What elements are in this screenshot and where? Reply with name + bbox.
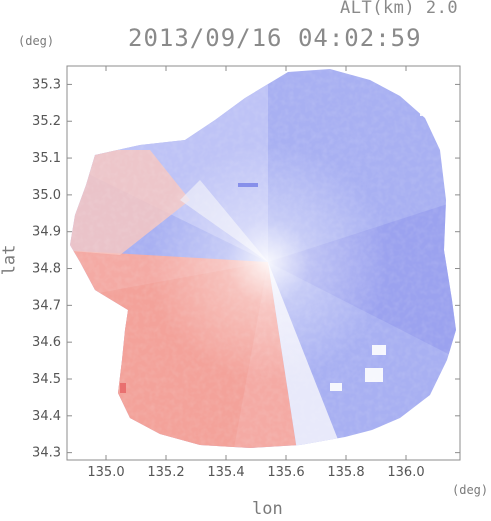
altitude-label: ALT(km) 2.0 — [340, 0, 459, 18]
x-tick-label: 135.4 — [207, 465, 244, 480]
x-tick-label: 135.8 — [327, 465, 364, 480]
y-tick-label: 34.8 — [32, 262, 61, 277]
y-tick-label: 34.5 — [32, 372, 61, 387]
x-tick-label: 135.0 — [87, 465, 124, 480]
y-axis-unit: (deg) — [18, 34, 55, 48]
y-tick-label: 35.1 — [32, 151, 61, 166]
y-tick-label: 34.9 — [32, 225, 61, 240]
chart-title-datetime: 2013/09/16 04:02:59 — [128, 24, 422, 52]
y-tick-label: 35.2 — [32, 114, 61, 129]
y-tick-label: 35.0 — [32, 188, 61, 203]
y-tick-label: 34.7 — [32, 298, 61, 313]
x-axis-ticks: 135.0 135.2 135.4 135.6 135.8 136.0 — [87, 66, 425, 480]
y-tick-label: 35.3 — [32, 77, 61, 92]
velocity-field — [70, 69, 456, 448]
y-axis-ticks: 34.3 34.4 34.5 34.6 34.7 34.8 34.9 35.0 35.1 35.2… — [32, 77, 460, 461]
y-tick-label: 34.4 — [32, 409, 61, 424]
x-tick-label: 136.0 — [387, 465, 424, 480]
y-tick-label: 34.3 — [32, 446, 61, 461]
x-tick-label: 135.2 — [147, 465, 184, 480]
x-axis-unit: (deg) — [452, 483, 489, 497]
y-tick-label: 34.6 — [32, 335, 61, 350]
plot-frame — [66, 65, 461, 461]
x-axis-label: lon — [252, 499, 283, 519]
x-tick-label: 135.6 — [267, 465, 304, 480]
